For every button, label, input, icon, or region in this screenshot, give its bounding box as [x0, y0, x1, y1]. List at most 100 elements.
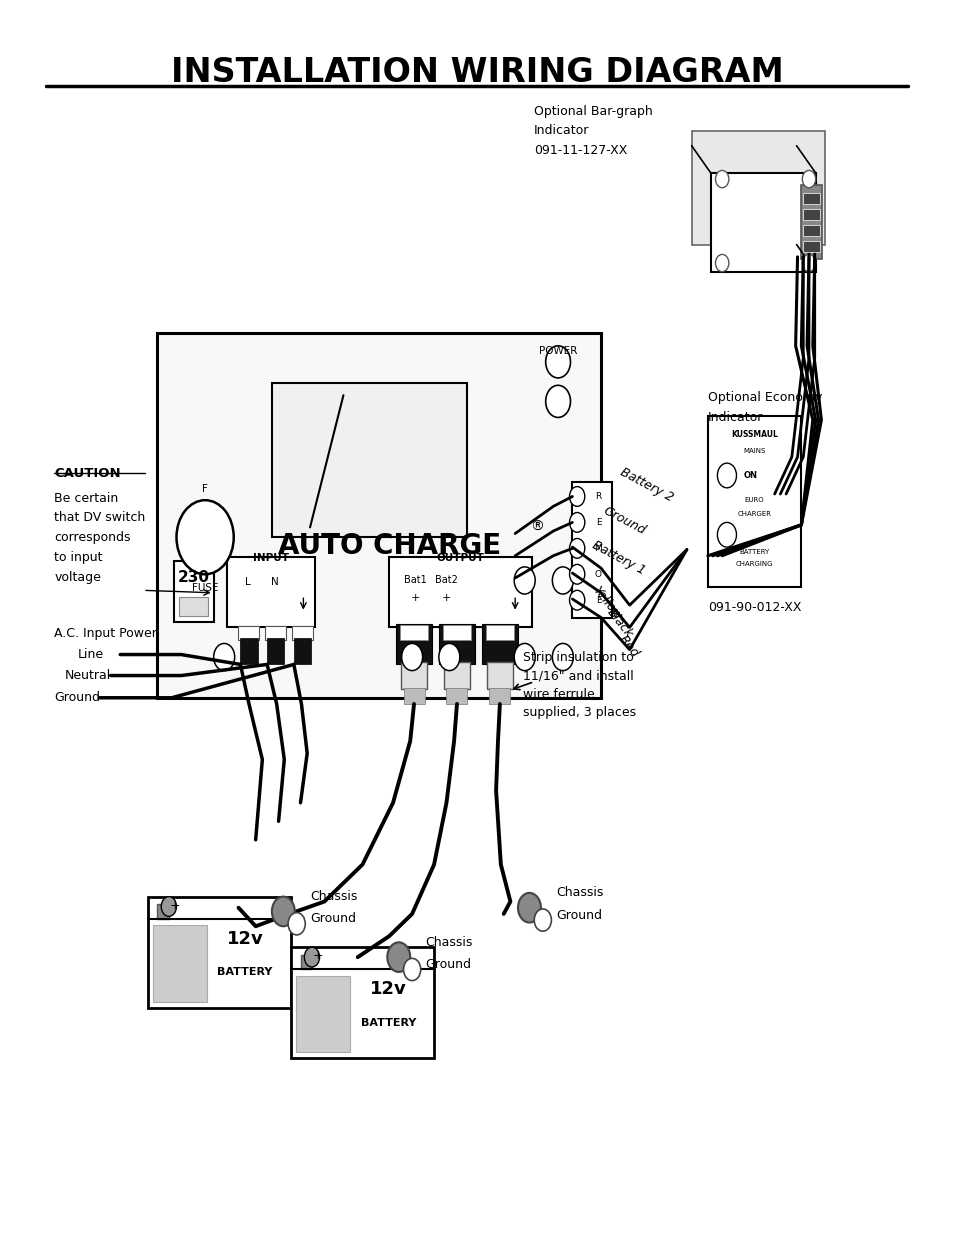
Text: Bat1: Bat1 — [403, 576, 426, 585]
Bar — [572, 482, 612, 618]
Bar — [173, 561, 213, 622]
Bar — [400, 662, 427, 689]
Bar — [240, 638, 257, 664]
Text: +: + — [312, 950, 323, 962]
Bar — [295, 976, 350, 1052]
Text: POWER: POWER — [538, 346, 577, 356]
Circle shape — [517, 893, 540, 923]
Circle shape — [401, 643, 422, 671]
Text: Indicator: Indicator — [534, 125, 589, 137]
Text: to input: to input — [54, 551, 103, 564]
Bar — [395, 624, 432, 664]
Circle shape — [288, 913, 305, 935]
Text: 091-11-127-XX: 091-11-127-XX — [534, 144, 627, 157]
Text: CHARGER: CHARGER — [737, 511, 771, 516]
Text: Bat2: Bat2 — [435, 576, 457, 585]
Text: E: E — [595, 517, 600, 527]
Text: Ground: Ground — [425, 958, 471, 971]
Circle shape — [514, 643, 535, 671]
Bar — [265, 626, 286, 640]
Text: FUSE: FUSE — [192, 583, 218, 593]
Text: Neutral: Neutral — [65, 669, 111, 682]
Circle shape — [438, 643, 459, 671]
Circle shape — [534, 909, 551, 931]
Bar — [802, 225, 820, 236]
Text: R: R — [595, 492, 601, 501]
Text: CHARGING: CHARGING — [735, 562, 773, 567]
Text: 12v: 12v — [227, 930, 263, 947]
Circle shape — [569, 590, 584, 610]
Circle shape — [304, 947, 319, 967]
Text: ®: ® — [530, 520, 544, 534]
Text: Optional Economy: Optional Economy — [707, 391, 821, 404]
Circle shape — [552, 643, 573, 671]
Bar — [403, 688, 424, 704]
Circle shape — [801, 254, 815, 272]
Circle shape — [403, 958, 420, 981]
Text: 11/16" and install: 11/16" and install — [522, 669, 633, 682]
Circle shape — [569, 513, 584, 532]
Circle shape — [545, 385, 570, 417]
Text: Ground: Ground — [600, 505, 647, 537]
Bar — [802, 209, 820, 220]
Text: +: + — [169, 899, 180, 911]
Text: EURO: EURO — [744, 498, 763, 503]
Circle shape — [717, 463, 736, 488]
Text: Be certain: Be certain — [54, 492, 118, 505]
Bar — [267, 638, 284, 664]
Text: Ground: Ground — [54, 692, 100, 704]
Circle shape — [801, 170, 815, 188]
Text: wire ferrule: wire ferrule — [522, 688, 594, 700]
Text: Yellow: Yellow — [589, 583, 623, 622]
Text: that DV switch: that DV switch — [54, 511, 146, 525]
Text: Strip insulation to: Strip insulation to — [522, 651, 633, 663]
Text: BATTERY: BATTERY — [217, 967, 273, 977]
Text: 230: 230 — [177, 571, 210, 585]
Text: INSTALLATION WIRING DIAGRAM: INSTALLATION WIRING DIAGRAM — [171, 56, 782, 89]
Bar — [238, 626, 259, 640]
Bar — [399, 625, 428, 640]
Bar — [707, 416, 801, 587]
Text: Ground: Ground — [310, 913, 355, 925]
Text: INPUT: INPUT — [253, 553, 289, 563]
Text: MAINS: MAINS — [742, 448, 765, 453]
Bar — [292, 626, 313, 640]
Text: Red: Red — [616, 632, 640, 659]
Text: M: M — [594, 543, 601, 553]
Text: KUSSMAUL: KUSSMAUL — [730, 430, 778, 440]
Bar — [802, 241, 820, 252]
Circle shape — [545, 346, 570, 378]
Text: AUTO CHARGE: AUTO CHARGE — [277, 532, 500, 559]
Text: +: + — [410, 593, 419, 603]
Text: E: E — [595, 595, 600, 605]
Circle shape — [272, 897, 294, 926]
Text: Battery 1: Battery 1 — [589, 538, 646, 578]
Text: CAUTION: CAUTION — [54, 467, 121, 480]
Bar — [272, 383, 467, 537]
Text: supplied, 3 places: supplied, 3 places — [522, 706, 636, 719]
Bar — [710, 173, 815, 272]
Text: +: + — [441, 593, 451, 603]
Circle shape — [717, 522, 736, 547]
Bar — [481, 624, 517, 664]
Text: Optional Bar-graph: Optional Bar-graph — [534, 105, 652, 117]
Text: corresponds: corresponds — [54, 531, 131, 545]
Circle shape — [514, 567, 535, 594]
Text: BATTERY: BATTERY — [360, 1018, 416, 1028]
Circle shape — [569, 564, 584, 584]
Text: O: O — [595, 569, 601, 579]
Text: Indicator: Indicator — [707, 411, 762, 424]
Bar — [801, 185, 821, 259]
Bar — [300, 955, 312, 969]
Text: ON: ON — [743, 471, 758, 480]
Circle shape — [569, 487, 584, 506]
Text: 091-90-012-XX: 091-90-012-XX — [707, 601, 801, 614]
Text: OUTPUT: OUTPUT — [436, 553, 484, 563]
Circle shape — [213, 643, 234, 671]
Text: Chassis: Chassis — [425, 936, 473, 948]
Circle shape — [161, 897, 176, 916]
Text: 12v: 12v — [370, 981, 406, 998]
Circle shape — [569, 538, 584, 558]
Bar — [443, 662, 470, 689]
Bar — [438, 624, 475, 664]
